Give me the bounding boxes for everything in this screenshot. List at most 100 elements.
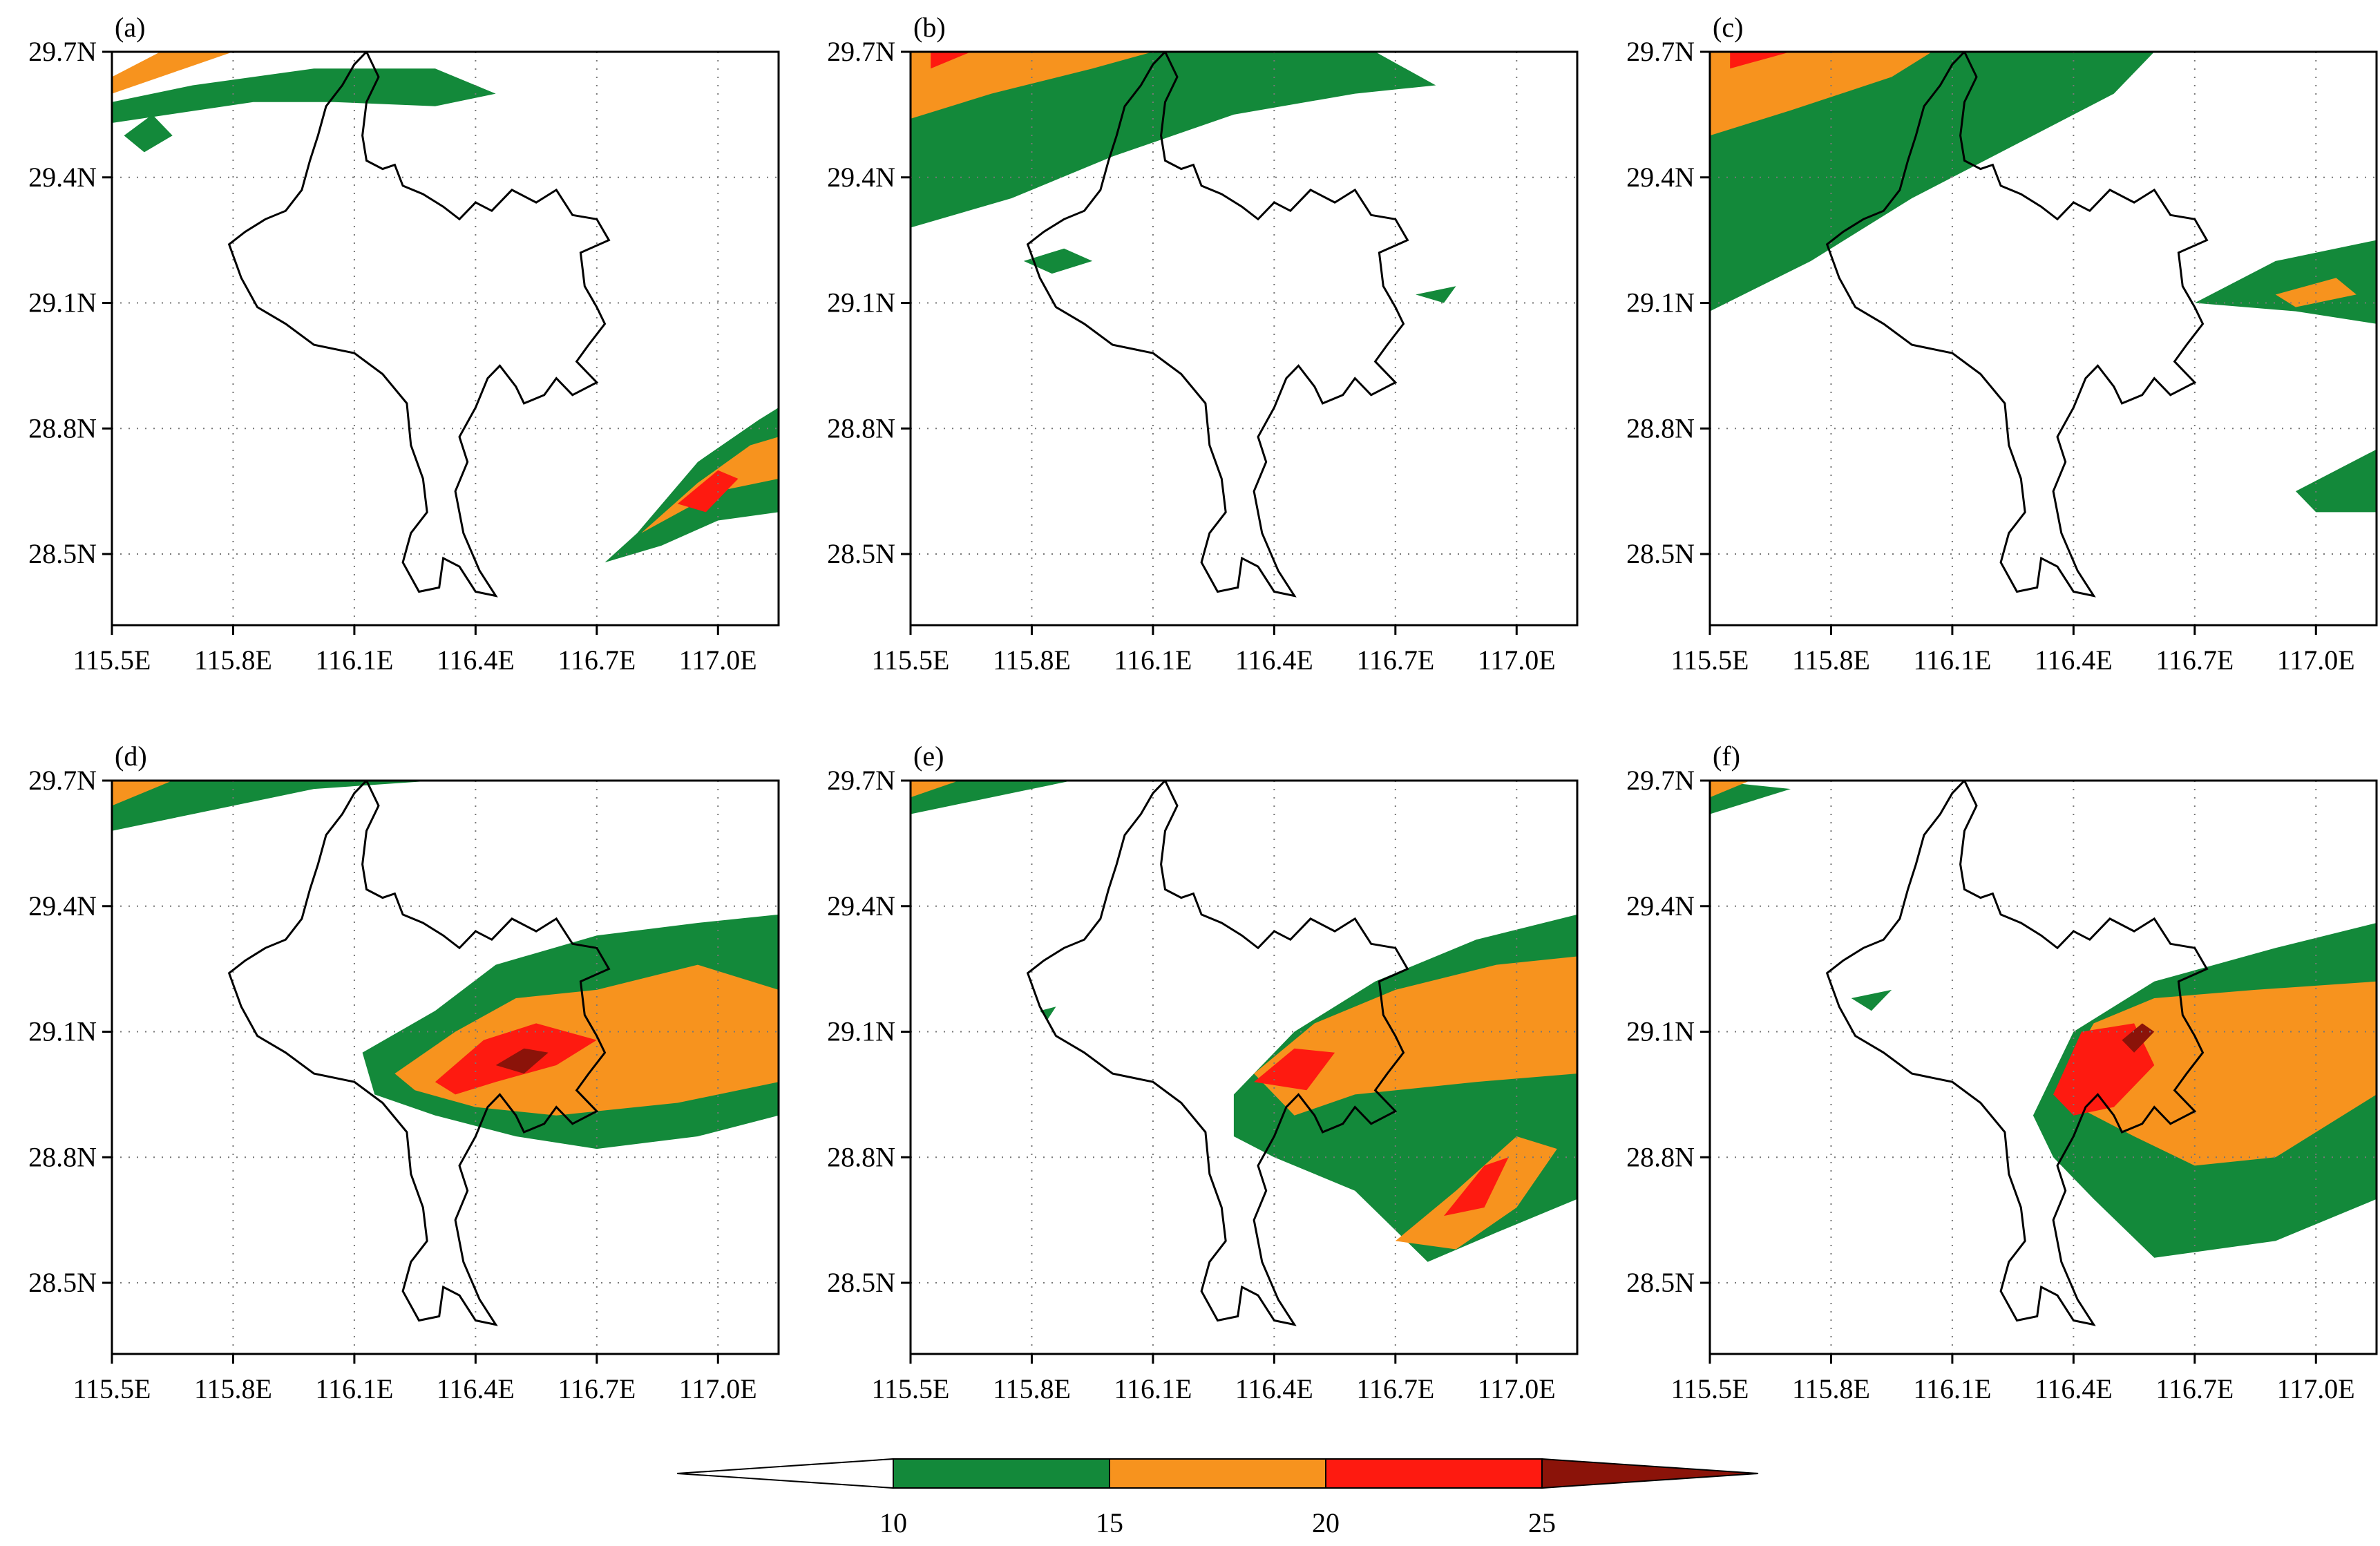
tick-label-lon: 116.4E <box>1235 645 1313 676</box>
tick-label-lon: 116.4E <box>1235 1373 1313 1404</box>
tick-label-lat: 28.5N <box>1626 1267 1695 1298</box>
lake-outline <box>227 52 611 598</box>
contour-fill-orange <box>911 781 960 798</box>
lake-outline <box>1825 781 2209 1326</box>
colorbar-segment <box>893 1458 1110 1489</box>
tick-label-lon: 117.0E <box>1478 645 1556 676</box>
wind-field <box>112 781 779 1149</box>
tick-label-lon: 115.5E <box>872 1373 950 1404</box>
lake-outline <box>227 781 611 1326</box>
panel-label: (b) <box>913 12 946 43</box>
colorbar-segment <box>1109 1458 1326 1489</box>
tick-label-lat: 28.5N <box>1626 538 1695 569</box>
tick-label-lon: 115.8E <box>194 645 272 676</box>
tick-label-lat: 28.5N <box>827 538 895 569</box>
tick-label-lat: 28.5N <box>28 1267 97 1298</box>
contour-fill-green <box>911 52 1436 228</box>
tick-label-lon: 116.1E <box>315 1373 393 1404</box>
contour-fill-orange <box>1710 781 1751 798</box>
contour-fill-green <box>112 781 435 831</box>
tick-label-lon: 116.1E <box>1114 645 1192 676</box>
tick-label-lon: 116.4E <box>437 645 515 676</box>
tick-label-lon: 117.0E <box>679 645 757 676</box>
tick-label-lat: 28.8N <box>28 412 97 443</box>
tick-label-lon: 116.7E <box>1356 1373 1434 1404</box>
panel-label: (d) <box>115 741 147 772</box>
panel-label: (c) <box>1713 12 1743 43</box>
tick-label-lat: 28.8N <box>1626 412 1695 443</box>
contour-fill-green <box>1023 248 1093 274</box>
contour-fill-red <box>677 470 739 513</box>
tick-label-lat: 28.8N <box>827 412 895 443</box>
map-frame <box>111 779 780 1355</box>
map-panel: 115.5E 115.8E 116.1E 116.4E 116.7E 117.0E 29.7… <box>827 12 1579 676</box>
map-panel: 115.5E 115.8E 116.1E 116.4E 116.7E 117.0E 29.7… <box>1626 741 2378 1404</box>
tick-label-lon: 116.7E <box>2155 1373 2234 1404</box>
tick-label-lon: 116.7E <box>1356 645 1434 676</box>
contour-fill-red <box>931 52 971 69</box>
tick-label-lat: 29.4N <box>827 162 895 193</box>
grid-lines <box>111 51 779 625</box>
contour-fill-green <box>1851 989 1892 1011</box>
map-frame <box>1708 779 2378 1355</box>
contour-fill-green <box>1710 781 1791 814</box>
colorbar-segment <box>1541 1458 1759 1489</box>
tick-label-lon: 116.4E <box>437 1373 515 1404</box>
contour-fill-orange <box>911 52 1153 119</box>
map-panel: 115.5E 115.8E 116.1E 116.4E 116.7E 117.0E 29.7… <box>827 741 1579 1404</box>
contour-fill-green <box>112 68 496 123</box>
tick-label-lat: 28.5N <box>827 1267 895 1298</box>
wind-field <box>1710 52 2377 513</box>
panel-label: (f) <box>1713 741 1740 772</box>
tick-label-lat: 29.7N <box>1626 36 1695 67</box>
map-panel: 115.5E 115.8E 116.1E 116.4E 116.7E 117.0E 29.7… <box>28 741 780 1404</box>
contour-fill-darkred <box>2122 1023 2155 1053</box>
colorbar-label: 15 <box>1096 1507 1123 1538</box>
contour-fill-red <box>1444 1157 1509 1216</box>
tick-label-lon: 116.7E <box>2155 645 2234 676</box>
tick-label-lon: 115.8E <box>194 1373 272 1404</box>
contour-fill-green <box>1040 1006 1056 1020</box>
colorbar-label: 25 <box>1528 1507 1556 1538</box>
tick-label-lon: 116.7E <box>558 1373 636 1404</box>
tick-label-lat: 29.4N <box>1626 890 1695 922</box>
tick-label-lon: 115.8E <box>993 1373 1071 1404</box>
tick-label-lat: 29.7N <box>28 765 97 796</box>
colorbar-label: 20 <box>1312 1507 1340 1538</box>
tick-label-lat: 29.7N <box>1626 765 1695 796</box>
wind-field <box>911 781 1577 1262</box>
tick-label-lon: 116.1E <box>315 645 393 676</box>
map-frame <box>909 50 1579 627</box>
tick-label-lon: 116.4E <box>2035 1373 2113 1404</box>
lake-outline <box>1825 52 2209 598</box>
tick-label-lon: 115.8E <box>1792 1373 1870 1404</box>
tick-label-lon: 115.5E <box>1671 1373 1749 1404</box>
tick-label-lat: 29.4N <box>1626 162 1695 193</box>
contour-fill-red <box>1730 52 1791 69</box>
wind-field <box>112 52 779 563</box>
map-frame <box>111 50 780 627</box>
lake-outline <box>1026 781 1409 1326</box>
map-panel: 115.5E 115.8E 116.1E 116.4E 116.7E 117.0E 29.7… <box>1626 12 2378 676</box>
tick-label-lat: 29.1N <box>28 1016 97 1047</box>
tick-label-lat: 29.1N <box>1626 1016 1695 1047</box>
tick-label-lat: 29.7N <box>827 765 895 796</box>
wind-field <box>911 52 1456 303</box>
panel-label: (a) <box>115 12 145 43</box>
panel-label: (e) <box>913 741 944 772</box>
map-frame <box>1708 50 2378 627</box>
contour-fill-orange <box>112 781 173 806</box>
map-panel: 115.5E 115.8E 116.1E 116.4E 116.7E 117.0E 29.7… <box>28 12 780 676</box>
tick-label-lat: 29.7N <box>827 36 895 67</box>
tick-label-lon: 116.7E <box>558 645 636 676</box>
tick-label-lon: 117.0E <box>679 1373 757 1404</box>
contour-fill-green <box>1710 52 2155 312</box>
tick-label-lat: 29.4N <box>28 890 97 922</box>
contour-fill-green <box>911 781 1072 814</box>
wind-field <box>1710 781 2377 1258</box>
tick-label-lon: 116.1E <box>1913 1373 1991 1404</box>
contour-fill-orange <box>112 52 234 94</box>
tick-label-lat: 29.1N <box>1626 287 1695 318</box>
tick-label-lat: 29.7N <box>28 36 97 67</box>
